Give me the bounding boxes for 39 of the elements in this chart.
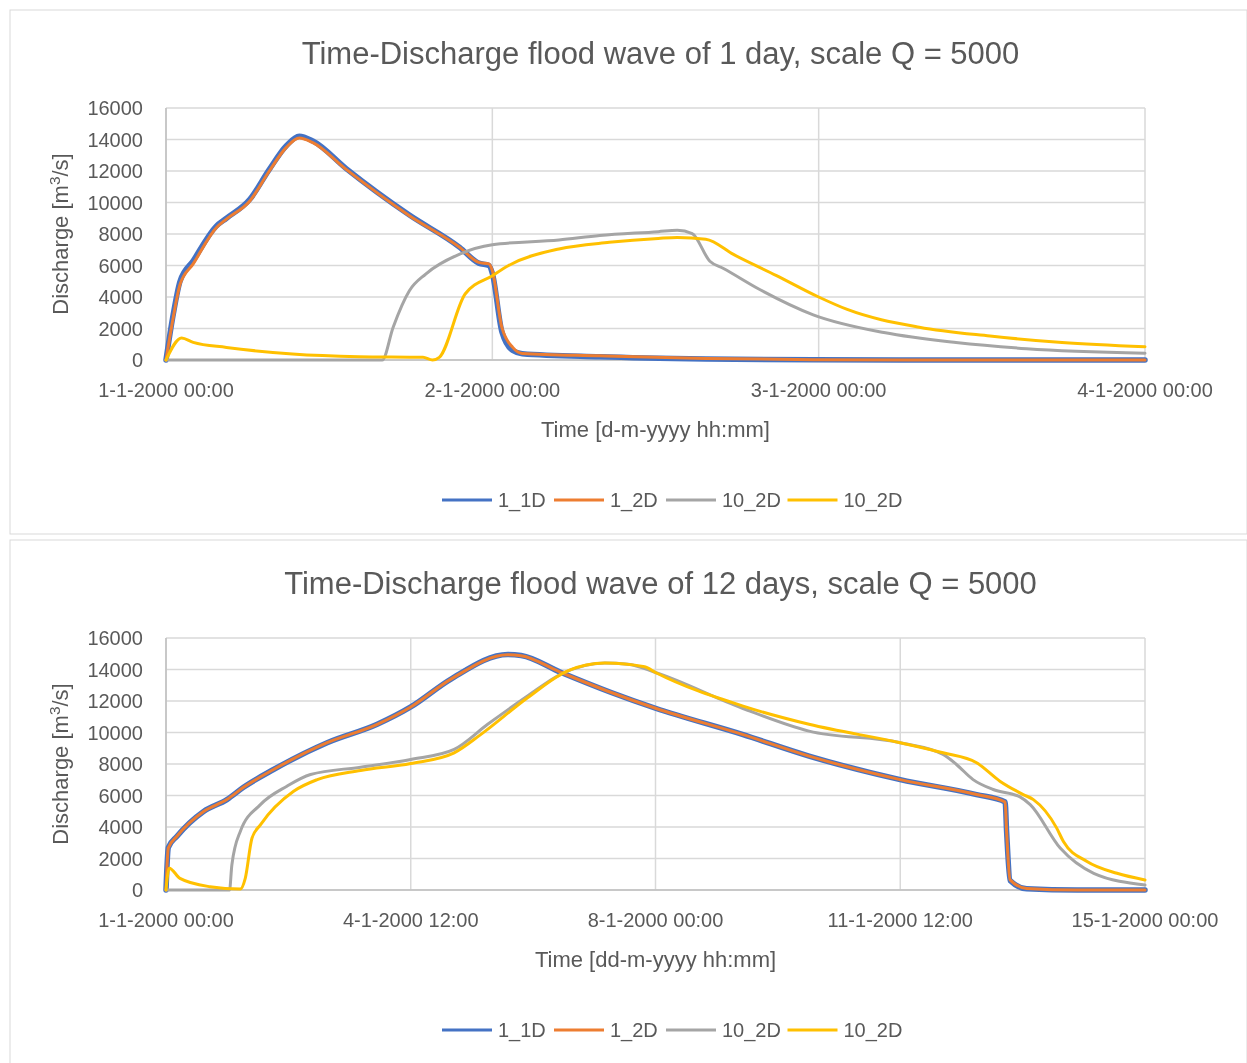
chart-title: Time-Discharge flood wave of 1 day, scale Q = 5000 — [301, 36, 1020, 71]
y-tick-label: 12000 — [87, 690, 143, 712]
x-tick-label: 1-1-2000 00:00 — [98, 379, 234, 401]
y-tick-label: 8000 — [98, 753, 143, 775]
x-tick-label: 4-1-2000 12:00 — [342, 909, 479, 931]
chart-title: Time-Discharge flood wave of 12 days, scale Q = 5000 — [284, 566, 1037, 601]
y-tick-label: 8000 — [98, 223, 143, 245]
y-tick-label: 10000 — [87, 191, 143, 214]
y-tick-label: 10000 — [87, 721, 143, 744]
y-tick-label: 0 — [131, 349, 143, 371]
y-tick-label: 6000 — [98, 784, 143, 807]
y-tick-label: 14000 — [87, 128, 143, 151]
y-tick-label: 0 — [131, 879, 143, 901]
x-tick-label: 11-1-2000 12:00 — [827, 909, 973, 931]
y-tick-label: 16000 — [87, 97, 143, 119]
y-tick-label: 4000 — [98, 286, 143, 308]
y-tick-label: 6000 — [98, 254, 143, 277]
x-tick-label: 8-1-2000 00:00 — [587, 909, 724, 931]
legend-label: 1_1D — [498, 1019, 546, 1042]
legend-label: 10_2D — [843, 1019, 903, 1042]
y-tick-label: 2000 — [98, 847, 143, 870]
legend-label: 1_2D — [610, 489, 658, 512]
legend-label: 10_2D — [722, 1019, 781, 1042]
y-tick-label: 16000 — [87, 627, 143, 649]
x-tick-label: 4-1-2000 00:00 — [1077, 379, 1213, 401]
x-tick-label: 2-1-2000 00:00 — [424, 379, 561, 401]
x-tick-label: 15-1-2000 00:00 — [1071, 909, 1219, 931]
y-tick-label: 2000 — [98, 317, 143, 340]
x-tick-label: 3-1-2000 00:00 — [750, 379, 887, 401]
y-tick-label: 4000 — [98, 816, 143, 838]
x-axis-title: Time [d-m-yyyy hh:mm] — [541, 417, 770, 442]
x-axis-title: Time [dd-m-yyyy hh:mm] — [534, 947, 777, 972]
y-tick-label: 12000 — [87, 160, 143, 182]
legend-label: 1_2D — [610, 1019, 658, 1042]
y-tick-label: 14000 — [87, 658, 143, 681]
legend-label: 10_2D — [843, 489, 903, 512]
legend-label: 10_2D — [722, 489, 781, 512]
x-tick-label: 1-1-2000 00:00 — [98, 909, 234, 931]
legend-label: 1_1D — [498, 489, 546, 512]
